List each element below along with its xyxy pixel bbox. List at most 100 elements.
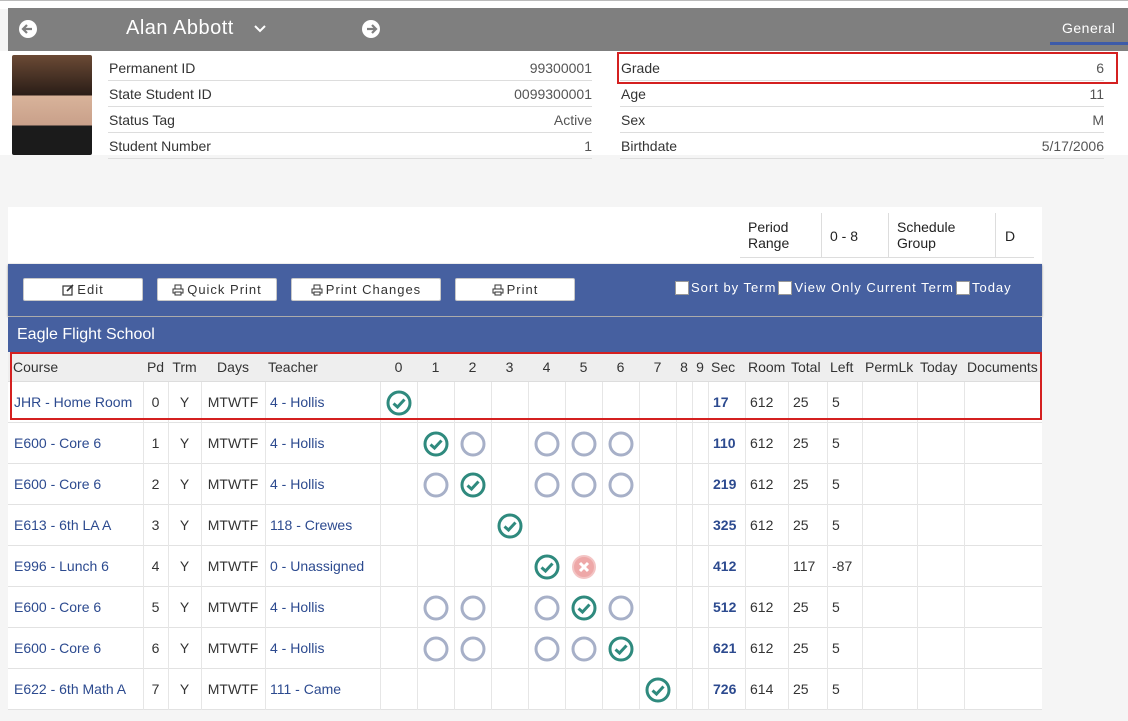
teacher-link[interactable]: 4 - Hollis xyxy=(270,476,325,492)
checkbox-label[interactable]: View Only Current Term xyxy=(794,280,954,295)
teacher-link[interactable]: 4 - Hollis xyxy=(270,394,325,410)
cell-border xyxy=(201,423,202,464)
scheduled-icon[interactable] xyxy=(385,389,413,417)
print-changes-button[interactable]: Print Changes xyxy=(291,278,441,301)
course-link[interactable]: E600 - Core 6 xyxy=(14,435,102,451)
available-icon[interactable] xyxy=(422,471,450,499)
checkbox[interactable] xyxy=(675,281,689,295)
checkbox[interactable] xyxy=(778,281,793,295)
available-icon[interactable] xyxy=(570,471,598,499)
cell-border xyxy=(708,669,709,710)
available-icon[interactable] xyxy=(607,471,635,499)
cell-border xyxy=(964,423,965,464)
section-link[interactable]: 325 xyxy=(713,517,737,533)
cell-border xyxy=(168,587,169,628)
scheduled-icon[interactable] xyxy=(459,471,487,499)
cell-text: MTWTF xyxy=(207,435,259,451)
column-header: Pd xyxy=(146,359,165,375)
section-link[interactable]: 219 xyxy=(713,476,737,492)
cell-border xyxy=(565,464,566,505)
cell-border xyxy=(692,382,693,423)
button-label: Print Changes xyxy=(325,282,422,297)
cell-text: -87 xyxy=(832,558,853,574)
table-row xyxy=(8,505,1042,546)
prev-student[interactable] xyxy=(18,19,38,39)
available-icon[interactable] xyxy=(570,430,598,458)
course-link[interactable]: E600 - Core 6 xyxy=(14,476,102,492)
course-link[interactable]: E622 - 6th Math A xyxy=(14,681,127,697)
scheduled-icon[interactable] xyxy=(607,635,635,663)
teacher-link[interactable]: 4 - Hollis xyxy=(270,599,325,615)
cell-border xyxy=(265,669,266,710)
field-label: Age xyxy=(621,86,646,102)
field-line xyxy=(620,106,1104,107)
column-header: Trm xyxy=(172,359,197,375)
cell-border xyxy=(454,505,455,546)
cell-text: Y xyxy=(179,599,190,615)
available-icon[interactable] xyxy=(570,635,598,663)
available-icon[interactable] xyxy=(533,430,561,458)
available-icon[interactable] xyxy=(533,471,561,499)
edit-button[interactable]: Edit xyxy=(23,278,143,301)
course-link[interactable]: E600 - Core 6 xyxy=(14,599,102,615)
cell-border xyxy=(827,505,828,546)
column-header: 4 xyxy=(542,359,551,375)
available-icon[interactable] xyxy=(459,635,487,663)
scheduled-icon[interactable] xyxy=(570,594,598,622)
cell-border xyxy=(602,587,603,628)
teacher-link[interactable]: 0 - Unassigned xyxy=(270,558,365,574)
cell-border xyxy=(417,423,418,464)
available-icon[interactable] xyxy=(533,635,561,663)
checkbox-label[interactable]: Sort by Term xyxy=(691,280,777,295)
course-link[interactable]: E996 - Lunch 6 xyxy=(14,558,109,574)
teacher-link[interactable]: 4 - Hollis xyxy=(270,435,325,451)
course-link[interactable]: JHR - Home Room xyxy=(14,394,133,410)
cell-border xyxy=(788,464,789,505)
course-link[interactable]: E613 - 6th LA A xyxy=(14,517,112,533)
section-link[interactable]: 621 xyxy=(713,640,737,656)
student-name[interactable]: Alan Abbott xyxy=(126,17,234,39)
next-student[interactable] xyxy=(361,19,381,39)
section-link[interactable]: 512 xyxy=(713,599,737,615)
cell-border xyxy=(454,628,455,669)
teacher-link[interactable]: 118 - Crewes xyxy=(270,517,353,533)
schedule-group-label: Schedule Group xyxy=(897,219,956,251)
field-value: 6 xyxy=(1096,60,1104,76)
available-icon[interactable] xyxy=(607,430,635,458)
general-tab[interactable]: General xyxy=(1062,20,1116,36)
scheduled-icon[interactable] xyxy=(422,430,450,458)
teacher-link[interactable]: 111 - Came xyxy=(270,681,342,697)
section-link[interactable]: 17 xyxy=(713,394,729,410)
available-icon[interactable] xyxy=(459,430,487,458)
cell-border xyxy=(827,546,828,587)
available-icon[interactable] xyxy=(422,594,450,622)
field-line xyxy=(108,132,592,133)
checkbox-label[interactable]: Today xyxy=(971,280,1012,295)
cell-border xyxy=(491,423,492,464)
column-header: Sec xyxy=(711,359,736,375)
conflict-icon[interactable] xyxy=(570,553,598,581)
teacher-link[interactable]: 4 - Hollis xyxy=(270,640,325,656)
course-link[interactable]: E600 - Core 6 xyxy=(14,640,102,656)
quick-print-button[interactable]: Quick Print xyxy=(157,278,277,301)
available-icon[interactable] xyxy=(607,594,635,622)
cell-text: 5 xyxy=(832,476,840,492)
scheduled-icon[interactable] xyxy=(496,512,524,540)
cell-border xyxy=(676,546,677,587)
available-icon[interactable] xyxy=(422,635,450,663)
scheduled-icon[interactable] xyxy=(644,676,672,704)
section-link[interactable]: 110 xyxy=(713,435,736,451)
field-label: State Student ID xyxy=(109,86,212,102)
scheduled-icon[interactable] xyxy=(533,553,561,581)
cell-border xyxy=(788,546,789,587)
available-icon[interactable] xyxy=(533,594,561,622)
cell-border xyxy=(827,628,828,669)
section-link[interactable]: 412 xyxy=(713,558,737,574)
cell-border xyxy=(143,628,144,669)
available-icon[interactable] xyxy=(459,594,487,622)
section-link[interactable]: 726 xyxy=(713,681,737,697)
name-dropdown[interactable] xyxy=(254,24,266,34)
cell-border xyxy=(692,423,693,464)
print-button[interactable]: Print xyxy=(455,278,575,301)
checkbox[interactable] xyxy=(955,281,970,295)
